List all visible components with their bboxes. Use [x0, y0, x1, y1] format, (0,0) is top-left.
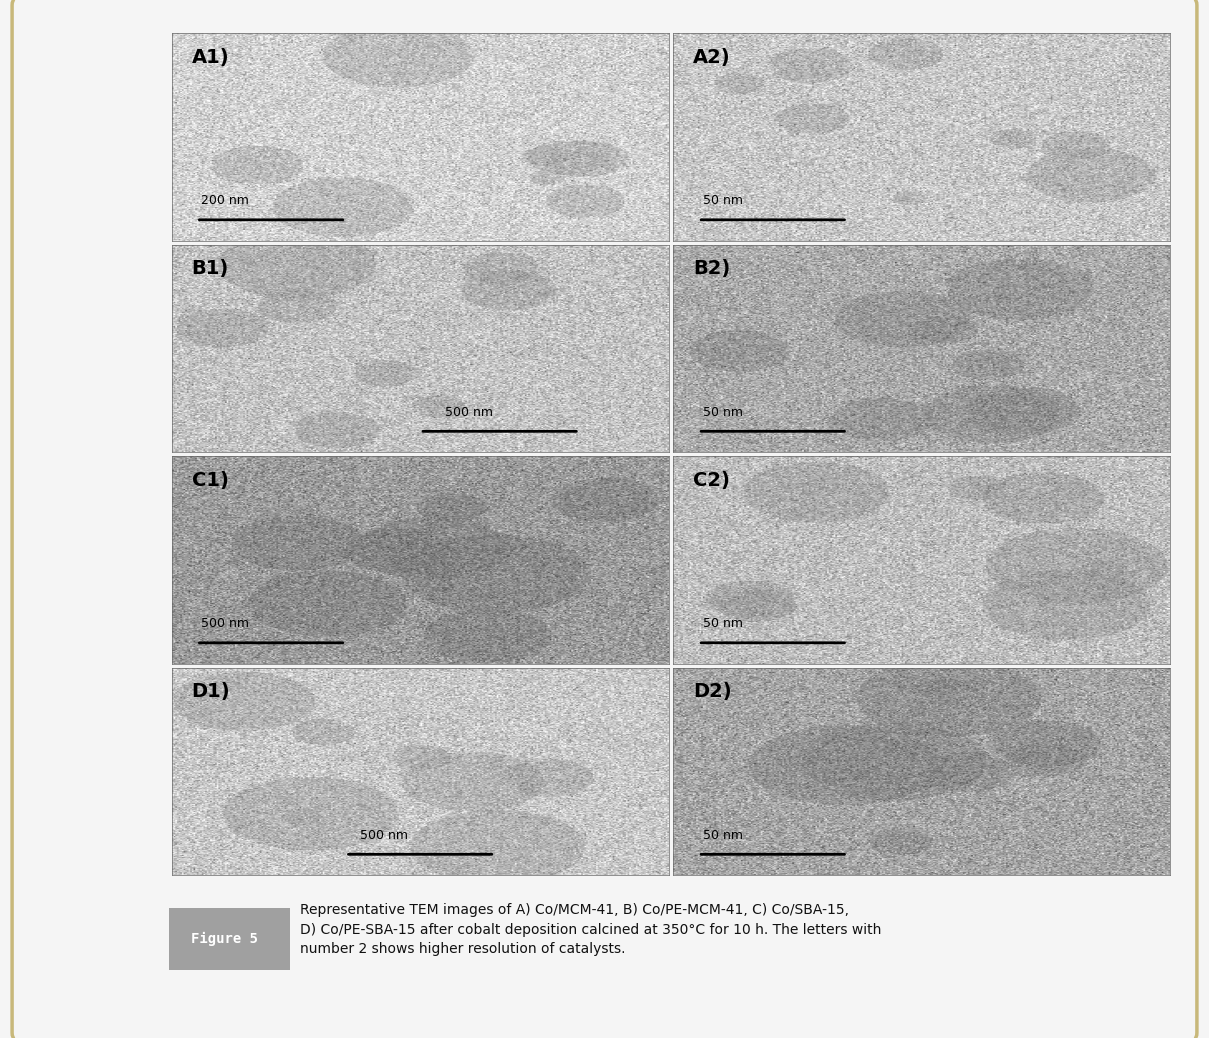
- Text: 50 nm: 50 nm: [704, 829, 744, 842]
- Text: B1): B1): [191, 260, 229, 278]
- Text: 50 nm: 50 nm: [704, 618, 744, 630]
- Text: Representative TEM images of A) Co/MCM-41, B) Co/PE-MCM-41, C) Co/SBA-15,
D) Co/: Representative TEM images of A) Co/MCM-4…: [300, 903, 881, 956]
- Text: D2): D2): [693, 682, 731, 702]
- Text: B2): B2): [693, 260, 730, 278]
- Text: D1): D1): [191, 682, 230, 702]
- Text: C2): C2): [693, 470, 730, 490]
- Text: 500 nm: 500 nm: [202, 618, 249, 630]
- Text: C1): C1): [191, 470, 229, 490]
- Text: 500 nm: 500 nm: [445, 406, 493, 419]
- Text: 200 nm: 200 nm: [202, 194, 249, 208]
- Text: 50 nm: 50 nm: [704, 406, 744, 419]
- FancyBboxPatch shape: [12, 0, 1197, 1038]
- Text: A2): A2): [693, 48, 731, 66]
- FancyBboxPatch shape: [160, 907, 290, 969]
- Text: 500 nm: 500 nm: [360, 829, 409, 842]
- Text: Figure 5: Figure 5: [191, 932, 258, 946]
- Text: 50 nm: 50 nm: [704, 194, 744, 208]
- Text: A1): A1): [191, 48, 230, 66]
